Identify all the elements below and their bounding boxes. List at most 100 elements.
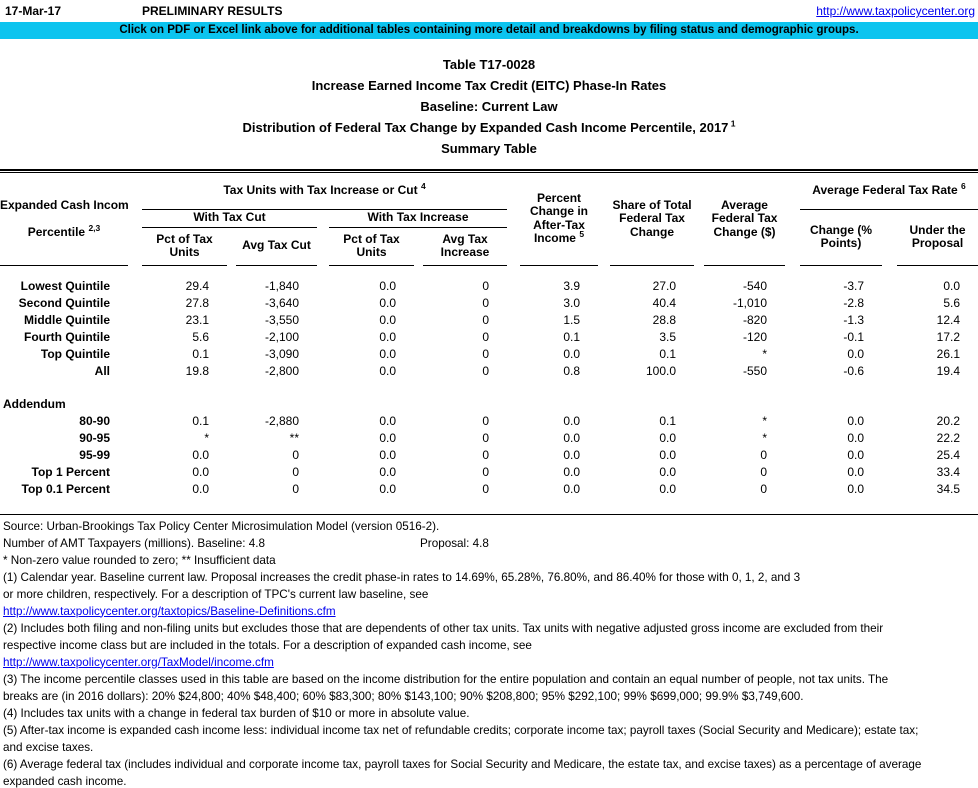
spacer [227,430,236,447]
row-label: Middle Quintile [24,312,110,327]
note-line: and excise taxes. [3,740,94,754]
table-top-rule [0,169,978,173]
col-header-pct-of-tax-units-increase: Pct of Tax Units [329,227,414,266]
cell: -550 [742,363,768,378]
cell: * [762,346,768,361]
spacer [507,447,520,464]
cell: 0.1 [563,329,581,344]
spacer [507,295,520,312]
col-header-avg-tax-cut: Avg Tax Cut [236,227,317,266]
row-label: Fourth Quintile [24,329,110,344]
cell: ** [289,430,299,445]
cell: -2,100 [264,329,299,344]
cell: 0.1 [192,346,209,361]
cell: 0.0 [847,481,865,496]
table-row-main: Fourth Quintile 5.6 -2,100 0.0 0 0.1 3.5 -120 -0… [0,329,978,346]
taxpolicycenter-link[interactable]: http://www.taxpolicycenter.org [816,4,975,18]
spacer [507,464,520,481]
spacer [414,346,423,363]
date-label: 17-Mar-17 [5,4,62,18]
note-link[interactable]: http://www.taxpolicycenter.org/TaxModel/… [3,655,274,669]
spacer [598,295,610,312]
cell: 0.0 [379,278,396,293]
cell: 0 [760,464,768,479]
spacer [128,265,142,295]
spacer [785,481,800,498]
spacer [694,430,704,447]
spacer [227,464,236,481]
cell: 0.0 [659,430,677,445]
spacer [414,363,423,380]
note-line: expanded cash income. [3,774,127,788]
cell: 0.0 [192,447,209,462]
top-bar: 17-Mar-17 PRELIMINARY RESULTS http://www… [0,0,978,22]
cell: 20.2 [936,413,961,428]
spacer [785,430,800,447]
spacer [128,447,142,464]
spacer [785,312,800,329]
cell: 27.0 [652,278,677,293]
spacer [414,430,423,447]
spacer [317,209,329,265]
addendum-label: Addendum [3,396,66,411]
cell: 23.1 [185,312,209,327]
cell: 0.0 [847,447,865,462]
col-header-percent-change-after-tax-income: Percent Change in After-Tax Income 5 [520,173,599,266]
col-header-change-pct-points: Change (% Points) [800,209,883,266]
spacer [694,481,704,498]
spacer [128,413,142,430]
spacer [317,413,329,430]
cell: 0 [292,464,299,479]
note-line: Number of AMT Taxpayers (millions). Base… [0,535,978,552]
table-header: Expanded Cash Income Percentile 2,3 Tax … [0,173,978,266]
spacer [128,312,142,329]
spacer [414,481,423,498]
notes-section: Source: Urban-Brookings Tax Policy Cente… [0,518,978,788]
col-group-average-federal-tax-rate: Average Federal Tax Rate 6 [800,173,978,210]
spacer [317,447,329,464]
col-header-avg-tax-increase: Avg Tax Increase [423,227,508,266]
spacer [598,329,610,346]
spacer [128,363,142,380]
cell: 0.0 [563,481,581,496]
row-label: Second Quintile [18,295,110,310]
cell: 0.0 [847,430,865,445]
note-line: (1) Calendar year. Baseline current law.… [3,570,801,584]
cell: 0.0 [379,363,396,378]
spacer [785,346,800,363]
note-line: * Non-zero value rounded to zero; ** Ins… [3,553,276,567]
cell: 3.5 [659,329,677,344]
spacer [882,430,897,447]
table-row-addendum: 80-90 0.1 -2,880 0.0 0 0.0 0.1 * 0.0 20.2 [0,413,978,430]
cell: -3,550 [264,312,299,327]
cell: -0.6 [843,363,865,378]
note-line: (6) Average federal tax (includes indivi… [3,757,922,771]
cell: 19.8 [185,363,209,378]
cell: 0.0 [563,447,581,462]
spacer [507,265,520,295]
note-line: (2) Includes both filing and non-filing … [3,621,884,635]
spacer [414,464,423,481]
row-label: Lowest Quintile [20,278,110,293]
cell: 100.0 [645,363,677,378]
note-line: breaks are (in 2016 dollars): 20% $24,80… [3,689,804,703]
spacer [227,413,236,430]
spacer [882,265,897,295]
cell: 0 [482,329,490,344]
spacer [694,363,704,380]
note-link[interactable]: http://www.taxpolicycenter.org/taxtopics… [3,604,336,618]
cell: 0.0 [943,278,961,293]
table-row-main: Lowest Quintile 29.4 -1,840 0.0 0 3.9 27.0 -540… [0,265,978,295]
cell: 0.0 [563,464,581,479]
col-header-expanded-cash-income-percentile: Expanded Cash Income Percentile 2,3 [0,173,128,266]
table-row-addendum: 95-99 0.0 0 0.0 0 0.0 0.0 0 0.0 25.4 [0,447,978,464]
note-line: http://www.taxpolicycenter.org/taxtopics… [0,603,978,620]
spacer [598,312,610,329]
spacer [227,481,236,498]
row-label: Top 0.1 Percent [21,481,110,496]
note-line: respective income class but are included… [3,638,532,652]
cell: 0.1 [659,346,677,361]
cell: 1.5 [563,312,581,327]
spacer [128,173,142,265]
spacer [507,329,520,346]
